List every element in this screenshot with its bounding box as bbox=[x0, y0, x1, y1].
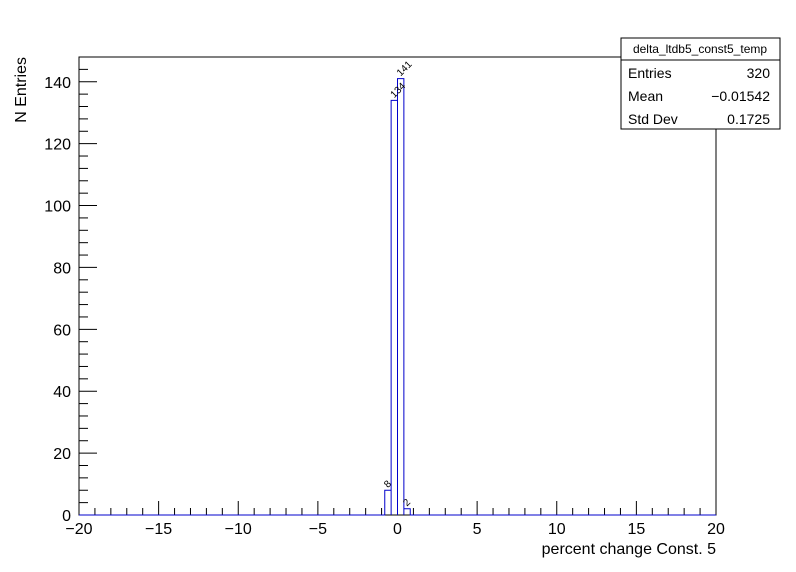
x-tick-label: −15 bbox=[145, 521, 172, 538]
x-tick-label: −10 bbox=[225, 521, 252, 538]
y-tick-label: 100 bbox=[44, 199, 71, 216]
stats-stddev-label: Std Dev bbox=[628, 111, 678, 127]
bin-value-label: 134 bbox=[389, 81, 409, 101]
y-axis-label: N Entries bbox=[13, 57, 30, 123]
stats-entries-value: 320 bbox=[747, 65, 771, 81]
x-tick-label: 15 bbox=[627, 521, 645, 538]
stats-entries-label: Entries bbox=[628, 65, 672, 81]
y-tick-label: 120 bbox=[44, 137, 71, 154]
x-tick-label: 0 bbox=[393, 521, 402, 538]
y-tick-label: 80 bbox=[53, 260, 71, 277]
histogram-bin bbox=[404, 509, 410, 515]
histogram-bin bbox=[391, 100, 397, 515]
histogram-step-line bbox=[79, 78, 716, 516]
stats-stddev-value: 0.1725 bbox=[727, 111, 770, 127]
y-tick-label: 40 bbox=[53, 384, 71, 401]
y-tick-label: 60 bbox=[53, 322, 71, 339]
x-tick-label: 5 bbox=[473, 521, 482, 538]
y-tick-label: 20 bbox=[53, 446, 71, 463]
x-tick-label: 10 bbox=[548, 521, 566, 538]
x-axis-label: percent change Const. 5 bbox=[542, 541, 716, 558]
x-tick-label: 20 bbox=[707, 521, 725, 538]
stats-mean-value: −0.01542 bbox=[711, 88, 770, 104]
y-tick-label: 0 bbox=[62, 508, 71, 525]
stats-title: delta_ltdb5_const5_temp bbox=[633, 42, 767, 56]
histogram-bin bbox=[398, 79, 404, 515]
bin-value-label: 141 bbox=[395, 59, 415, 79]
histogram-bin bbox=[385, 490, 391, 515]
bin-value-label: 8 bbox=[382, 478, 394, 490]
bin-value-label: 2 bbox=[401, 497, 413, 509]
y-tick-label: 140 bbox=[44, 75, 71, 92]
x-tick-label: −5 bbox=[309, 521, 327, 538]
stats-mean-label: Mean bbox=[628, 88, 663, 104]
stats-box: delta_ltdb5_const5_temp Entries 320 Mean… bbox=[620, 37, 781, 130]
x-tick-label: −20 bbox=[65, 521, 92, 538]
